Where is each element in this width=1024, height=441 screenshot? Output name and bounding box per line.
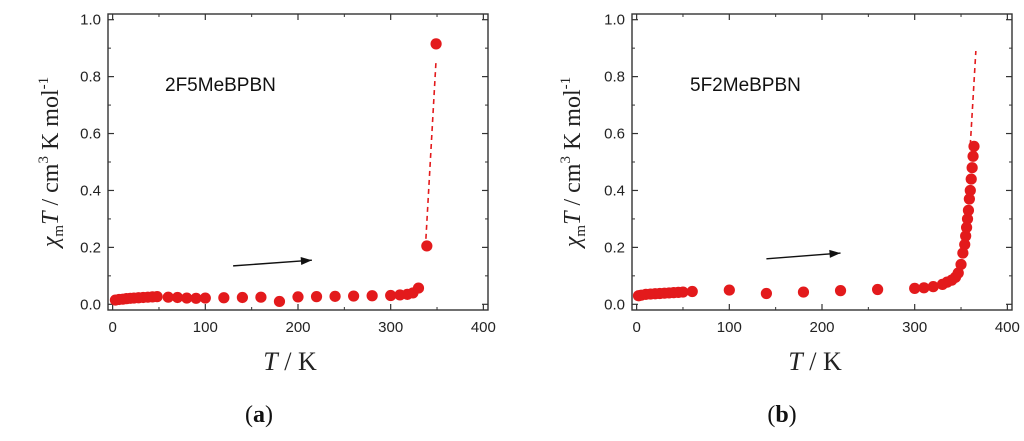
dashed-guide-line (969, 50, 977, 145)
x-tick-label: 300 (378, 319, 403, 336)
data-point (918, 282, 930, 294)
data-point (412, 282, 425, 294)
x-axis-label: T / K (263, 347, 317, 376)
y-tick-label: 0.4 (80, 182, 101, 199)
data-point (927, 281, 939, 293)
sample-name-label: 2F5MeBPBN (165, 75, 276, 96)
data-point (968, 140, 980, 152)
data-point (959, 238, 971, 251)
y-tick-label: 0.8 (604, 69, 625, 86)
dashed-guide-line (425, 59, 437, 239)
data-point (964, 184, 976, 197)
data-point (797, 286, 810, 298)
data-point (329, 290, 341, 302)
x-tick-label: 100 (193, 319, 218, 336)
data-point (957, 247, 969, 259)
data-point (421, 240, 433, 252)
data-point (218, 292, 230, 304)
data-point (760, 287, 772, 300)
data-point (960, 230, 972, 242)
data-point (171, 291, 184, 304)
y-tick-label: 0.6 (604, 126, 625, 143)
data-point (677, 286, 689, 298)
y-tick-label: 0.6 (80, 126, 101, 143)
plot-frame (107, 13, 489, 311)
x-tick-label: 300 (902, 319, 927, 336)
data-point (962, 204, 975, 216)
x-tick-label: 200 (285, 319, 310, 336)
y-tick-label: 1.0 (80, 12, 101, 29)
data-point (834, 285, 847, 297)
data-point (872, 283, 884, 296)
data-point (955, 258, 967, 271)
x-axis-label: T / K (788, 347, 842, 376)
data-point (385, 289, 397, 302)
data-point (961, 213, 974, 225)
y-tick-label: 0.4 (604, 182, 625, 199)
data-point (162, 291, 174, 303)
chart-panel-b: 0 100 200 300 400 0.0 0.2 0.4 0.6 0.8 1.0 T / K χmT … (558, 12, 1020, 428)
data-point (909, 282, 921, 294)
y-tick-label: 0.8 (80, 69, 101, 86)
plot-frame (631, 13, 1013, 311)
data-point (292, 291, 304, 303)
data-point (236, 291, 248, 304)
x-tick-label: 0 (632, 319, 640, 336)
data-point (723, 284, 735, 296)
data-point (960, 221, 973, 234)
y-tick-label: 0.0 (604, 296, 625, 313)
data-point (952, 267, 964, 279)
data-point (366, 290, 378, 302)
x-tick-label: 400 (995, 319, 1020, 336)
data-point (151, 291, 163, 303)
data-point (199, 292, 211, 304)
data-point (686, 285, 698, 298)
data-point (965, 173, 977, 185)
y-tick-label: 0.0 (80, 296, 101, 313)
chart-panel-a: 0 100 200 300 400 0.0 0.2 0.4 0.6 0.8 1.0 T / K χmT … (36, 12, 496, 428)
data-point (181, 292, 193, 304)
data-point (190, 292, 202, 304)
x-tick-label: 0 (108, 319, 116, 336)
y-tick-label: 0.2 (80, 239, 101, 256)
sample-name-label: 5F2MeBPBN (690, 75, 801, 96)
data-point (348, 290, 360, 302)
data-point (273, 295, 286, 308)
subfigure-label: (b) (767, 402, 796, 428)
y-axis-label: χmT / cm3 K mol-1 (558, 77, 589, 249)
y-tick-label: 0.2 (604, 239, 625, 256)
data-point (967, 150, 979, 162)
data-point (966, 162, 978, 174)
heating-arrow-head (829, 249, 841, 258)
subfigure-label: (a) (245, 402, 273, 428)
y-tick-label: 1.0 (604, 12, 625, 29)
x-tick-label: 100 (717, 319, 742, 336)
y-axis-label: χmT / cm3 K mol-1 (36, 77, 67, 249)
data-point (310, 291, 323, 303)
heating-arrow-head (300, 256, 312, 265)
x-tick-label: 400 (471, 319, 496, 336)
data-point (255, 291, 267, 303)
data-point (963, 193, 975, 205)
x-tick-label: 200 (809, 319, 834, 336)
heating-arrow (766, 252, 841, 260)
heating-arrow (233, 259, 312, 267)
data-point (430, 38, 442, 50)
